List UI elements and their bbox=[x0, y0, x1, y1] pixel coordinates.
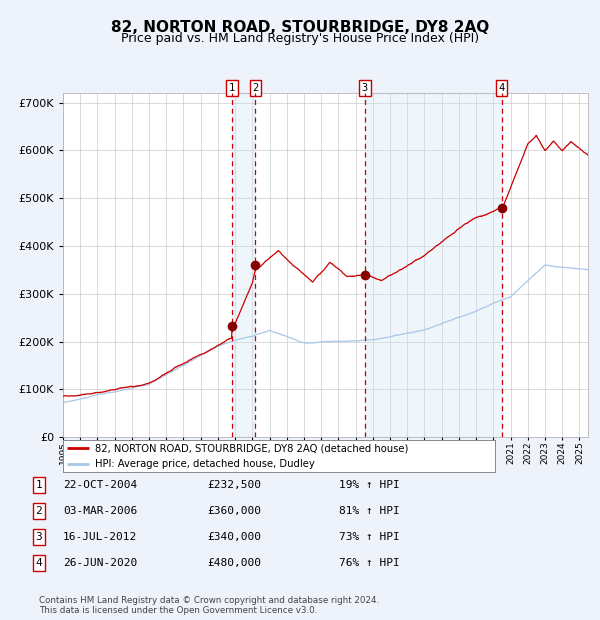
Text: 73% ↑ HPI: 73% ↑ HPI bbox=[339, 532, 400, 542]
Text: 3: 3 bbox=[362, 83, 368, 93]
Text: 1: 1 bbox=[229, 83, 235, 93]
Text: 82, NORTON ROAD, STOURBRIDGE, DY8 2AQ (detached house): 82, NORTON ROAD, STOURBRIDGE, DY8 2AQ (d… bbox=[95, 443, 409, 453]
Text: 4: 4 bbox=[499, 83, 505, 93]
Text: £360,000: £360,000 bbox=[207, 506, 261, 516]
Text: 4: 4 bbox=[35, 558, 43, 568]
Text: 22-OCT-2004: 22-OCT-2004 bbox=[63, 480, 137, 490]
Text: Price paid vs. HM Land Registry's House Price Index (HPI): Price paid vs. HM Land Registry's House … bbox=[121, 32, 479, 45]
Text: 26-JUN-2020: 26-JUN-2020 bbox=[63, 558, 137, 568]
Text: 76% ↑ HPI: 76% ↑ HPI bbox=[339, 558, 400, 568]
Text: 19% ↑ HPI: 19% ↑ HPI bbox=[339, 480, 400, 490]
Text: £232,500: £232,500 bbox=[207, 480, 261, 490]
Text: £340,000: £340,000 bbox=[207, 532, 261, 542]
Text: 2: 2 bbox=[252, 83, 259, 93]
Bar bbox=[232, 93, 255, 437]
Bar bbox=[365, 93, 502, 437]
Text: £480,000: £480,000 bbox=[207, 558, 261, 568]
Text: 1: 1 bbox=[35, 480, 43, 490]
Text: Contains HM Land Registry data © Crown copyright and database right 2024.
This d: Contains HM Land Registry data © Crown c… bbox=[39, 596, 379, 615]
Text: 03-MAR-2006: 03-MAR-2006 bbox=[63, 506, 137, 516]
Text: 81% ↑ HPI: 81% ↑ HPI bbox=[339, 506, 400, 516]
Text: 2: 2 bbox=[35, 506, 43, 516]
Text: 16-JUL-2012: 16-JUL-2012 bbox=[63, 532, 137, 542]
Text: 3: 3 bbox=[35, 532, 43, 542]
Text: 82, NORTON ROAD, STOURBRIDGE, DY8 2AQ: 82, NORTON ROAD, STOURBRIDGE, DY8 2AQ bbox=[111, 20, 489, 35]
Text: HPI: Average price, detached house, Dudley: HPI: Average price, detached house, Dudl… bbox=[95, 459, 315, 469]
